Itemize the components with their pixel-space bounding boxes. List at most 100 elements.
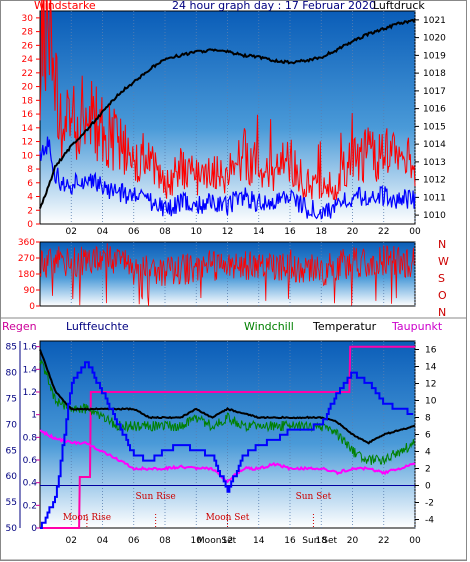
- temperature-tick-label: 2: [425, 465, 431, 475]
- sun-rise-label: Sun Rise: [136, 492, 176, 502]
- wind-speed-tick-label: 28: [22, 28, 34, 38]
- rain-tick-label: 0.4: [23, 479, 38, 489]
- wind-gust-series: [39, 0, 416, 201]
- sunset-axis-label: Sun Set: [302, 536, 337, 546]
- temperature-tick-label: 12: [425, 380, 436, 390]
- time-tick-label: 04: [97, 227, 109, 237]
- time-tick-label: 00: [409, 536, 421, 546]
- time-tick-label: 10: [191, 536, 203, 546]
- compass-letter: N: [438, 306, 446, 319]
- sun-set-label: Sun Set: [296, 492, 332, 502]
- temperature-tick-label: 16: [425, 346, 437, 356]
- humidity-label: Luftfeuchte: [66, 320, 129, 333]
- wind-speed-tick-label: 20: [22, 83, 34, 93]
- direction-tick-label: 0: [29, 302, 35, 312]
- rain-tick-label: 1: [31, 411, 37, 421]
- time-tick-label: 20: [347, 227, 359, 237]
- wind-speed-tick-label: 30: [22, 14, 34, 24]
- compass-letter: W: [438, 255, 449, 268]
- rain-tick-label: 1.2: [23, 388, 37, 398]
- time-tick-label: 10: [191, 227, 203, 237]
- wind-speed-tick-label: 4: [27, 193, 33, 203]
- temperature-tick-label: 0: [425, 482, 431, 492]
- time-tick-label: 04: [97, 536, 109, 546]
- compass-letter: S: [438, 272, 445, 285]
- wind-speed-axis-label: Windstarke: [34, 0, 96, 12]
- pressure-tick-label: 1015: [423, 122, 446, 132]
- humidity-tick-label: 80: [6, 369, 18, 379]
- time-tick-label: 16: [284, 227, 296, 237]
- wind-speed-tick-label: 22: [22, 69, 33, 79]
- wind-speed-tick-label: 24: [22, 55, 34, 65]
- temperature-tick-label: -4: [425, 516, 434, 526]
- direction-tick-label: 180: [18, 270, 35, 280]
- moonset-axis-label: MoonSet: [197, 536, 237, 546]
- climate-frame: [0, 317, 467, 561]
- time-tick-label: 08: [159, 227, 171, 237]
- time-tick-label: 08: [159, 536, 171, 546]
- windchill-label: Windchill: [244, 320, 294, 333]
- wind-direction-series: [39, 243, 415, 307]
- time-tick-label: 02: [66, 227, 77, 237]
- rain-tick-label: 0: [31, 524, 37, 534]
- time-tick-label: 16: [284, 536, 296, 546]
- time-tick-label: 22: [378, 536, 389, 546]
- time-tick-label: 12: [222, 227, 233, 237]
- pressure-axis-label: Luftdruck: [373, 0, 425, 12]
- dewpoint-label: Taupunkt: [391, 320, 443, 333]
- pressure-tick-label: 1020: [423, 34, 446, 44]
- humidity-series: [40, 361, 414, 529]
- chart-title: 24 hour graph day : 17 Februar 2020: [172, 0, 376, 12]
- wind-speed-tick-label: 16: [22, 110, 34, 120]
- compass-letter: N: [438, 238, 446, 251]
- humidity-tick-label: 70: [6, 420, 18, 430]
- rain-label: Regen: [2, 320, 37, 333]
- dewpoint-series: [39, 429, 416, 484]
- time-tick-label: 14: [253, 536, 265, 546]
- humidity-tick-label: 65: [6, 446, 17, 456]
- wind-speed-tick-label: 2: [27, 206, 33, 216]
- temperature-tick-label: 4: [425, 448, 431, 458]
- time-tick-label: 02: [66, 536, 77, 546]
- time-tick-label: 00: [409, 227, 421, 237]
- rain-series: [40, 345, 415, 529]
- wind-speed-tick-label: 26: [22, 41, 34, 51]
- pressure-tick-label: 1016: [423, 105, 446, 115]
- temperature-tick-label: 10: [425, 397, 437, 407]
- wind-speed-tick-label: 6: [27, 179, 33, 189]
- time-tick-label: 18: [316, 536, 328, 546]
- compass-letter: O: [438, 289, 447, 302]
- humidity-tick-label: 75: [6, 394, 17, 404]
- pressure-tick-label: 1011: [423, 193, 446, 203]
- pressure-tick-label: 1010: [423, 211, 446, 221]
- pressure-series: [39, 18, 416, 209]
- temperature-tick-label: 14: [425, 363, 437, 373]
- humidity-tick-label: 60: [6, 472, 18, 482]
- wind-speed-tick-label: 18: [22, 96, 34, 106]
- humidity-tick-label: 85: [6, 343, 17, 353]
- temperature-tick-label: 6: [425, 431, 431, 441]
- pressure-tick-label: 1012: [423, 176, 446, 186]
- windchill-series: [39, 358, 415, 465]
- direction-tick-label: 270: [18, 254, 35, 264]
- rain-tick-label: 1.6: [23, 343, 38, 353]
- pressure-tick-label: 1018: [423, 69, 446, 79]
- pressure-tick-label: 1014: [423, 140, 446, 150]
- wind-speed-tick-label: 12: [22, 138, 33, 148]
- temperature-tick-label: 8: [425, 414, 431, 424]
- wind-speed-tick-label: 0: [27, 220, 33, 230]
- rain-tick-label: 0.2: [23, 501, 37, 511]
- temperature-series: [39, 349, 416, 445]
- direction-tick-label: 90: [24, 286, 36, 296]
- pressure-tick-label: 1017: [423, 87, 446, 97]
- rain-tick-label: 0.6: [23, 456, 38, 466]
- time-tick-label: 12: [222, 536, 233, 546]
- wind-speed-tick-label: 14: [22, 124, 34, 134]
- time-tick-label: 14: [253, 227, 265, 237]
- humidity-tick-label: 50: [6, 524, 18, 534]
- wind-speed-tick-label: 8: [27, 165, 33, 175]
- time-tick-label: 20: [347, 536, 359, 546]
- direction-tick-label: 360: [18, 238, 35, 248]
